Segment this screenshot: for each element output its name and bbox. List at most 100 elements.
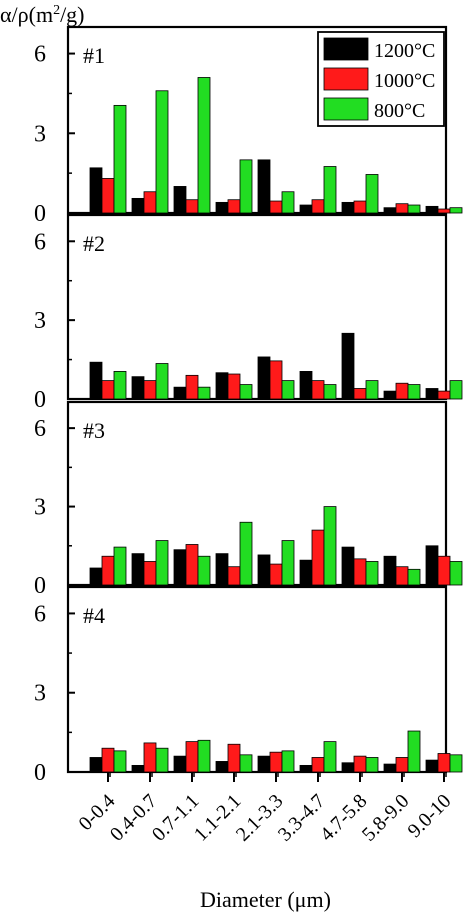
bar — [143, 561, 157, 586]
bar — [449, 561, 463, 586]
bar — [239, 521, 253, 586]
bar — [227, 373, 241, 400]
legend-swatch — [323, 37, 369, 61]
x-tick-labels: 0-0.40.4-0.70.7-1.11.1-2.12.1-3.33.3-4.7… — [75, 772, 456, 846]
bar — [365, 380, 379, 400]
panel-label: #2 — [83, 231, 105, 256]
y-tick-label: 3 — [34, 121, 46, 147]
panel-frame — [66, 400, 448, 587]
bar — [197, 555, 211, 586]
bar — [425, 205, 439, 214]
panel-label: #3 — [83, 418, 105, 443]
bar — [407, 568, 421, 586]
bar — [227, 199, 241, 214]
y-axis-label: α/ρ(m2/g) — [0, 2, 85, 27]
x-tick-label: 9.0-10 — [403, 790, 455, 842]
panel-4: 0 3 6 #4 — [34, 585, 463, 786]
bar — [173, 755, 187, 773]
bar — [269, 751, 283, 773]
y-axis-label-main: α/ρ(m — [0, 2, 53, 27]
panel-1: 0 3 6 #1 — [34, 25, 463, 227]
x-tick-label: 0.4-0.7 — [106, 790, 162, 846]
bar — [299, 559, 313, 586]
bar — [353, 755, 367, 773]
bar — [143, 191, 157, 214]
bar — [257, 755, 271, 773]
bar — [311, 757, 325, 773]
bar — [353, 388, 367, 400]
y-tick-label: 3 — [34, 495, 46, 521]
x-tick-label: 5.8-9.0 — [358, 790, 414, 846]
panel-3: 0 3 6 #3 — [34, 400, 463, 599]
bar — [449, 754, 463, 773]
bar — [131, 197, 145, 214]
x-tick-label: 4.7-5.8 — [316, 790, 372, 846]
bar — [383, 763, 397, 773]
x-tick-label: 1.1-2.1 — [190, 790, 246, 846]
bar — [341, 762, 355, 773]
bar — [89, 567, 103, 586]
bar — [281, 750, 295, 773]
bar — [185, 199, 199, 214]
panels-group: 0 3 6 #1 0 3 6 #2 0 3 6 #3 0 3 6 #4 — [34, 25, 463, 786]
bar — [101, 747, 115, 773]
bar — [89, 167, 103, 214]
bar — [437, 390, 451, 400]
bar — [131, 764, 145, 773]
panel-label: #1 — [83, 43, 105, 68]
y-axis-label-end: /g) — [60, 2, 84, 27]
bar — [173, 386, 187, 400]
bar — [437, 208, 451, 214]
bar — [353, 558, 367, 586]
bar — [395, 566, 409, 586]
y-tick-label: 0 — [34, 760, 46, 786]
bar — [143, 380, 157, 400]
bar — [89, 361, 103, 400]
x-tick-label: 0.7-1.1 — [148, 790, 204, 846]
bar — [215, 201, 229, 214]
bar — [395, 382, 409, 400]
bar — [101, 178, 115, 214]
bar — [155, 90, 169, 214]
x-tick-label: 3.3-4.7 — [274, 790, 330, 846]
bar — [197, 77, 211, 214]
bar — [155, 747, 169, 773]
y-tick-label: 0 — [34, 387, 46, 413]
bar — [239, 384, 253, 400]
bar — [323, 166, 337, 214]
bar — [365, 561, 379, 586]
bar — [143, 742, 157, 773]
legend-label: 1200°C — [374, 40, 435, 62]
bar — [101, 380, 115, 400]
legend-swatch — [323, 67, 369, 91]
bar — [323, 741, 337, 773]
bar — [281, 191, 295, 214]
bar — [215, 372, 229, 400]
bar — [383, 207, 397, 214]
bar — [215, 553, 229, 586]
bar — [341, 546, 355, 586]
bar — [425, 545, 439, 586]
bar — [311, 199, 325, 214]
legend-label: 800°C — [374, 100, 425, 122]
y-tick-label: 6 — [34, 42, 46, 68]
y-tick-label: 6 — [34, 229, 46, 255]
panel-frame — [66, 25, 448, 215]
panel-frame — [66, 585, 448, 774]
x-axis-label: Diameter (μm) — [200, 887, 331, 912]
bar — [89, 757, 103, 773]
bar — [281, 540, 295, 586]
x-tick-label: 2.1-3.3 — [232, 790, 288, 846]
bar — [407, 384, 421, 400]
bar — [257, 554, 271, 586]
bar — [353, 200, 367, 214]
bar — [425, 759, 439, 773]
bar — [101, 555, 115, 586]
bar — [407, 204, 421, 214]
bar — [299, 764, 313, 773]
bar — [269, 200, 283, 214]
bar — [173, 186, 187, 214]
bar — [383, 390, 397, 400]
bar — [449, 380, 463, 400]
